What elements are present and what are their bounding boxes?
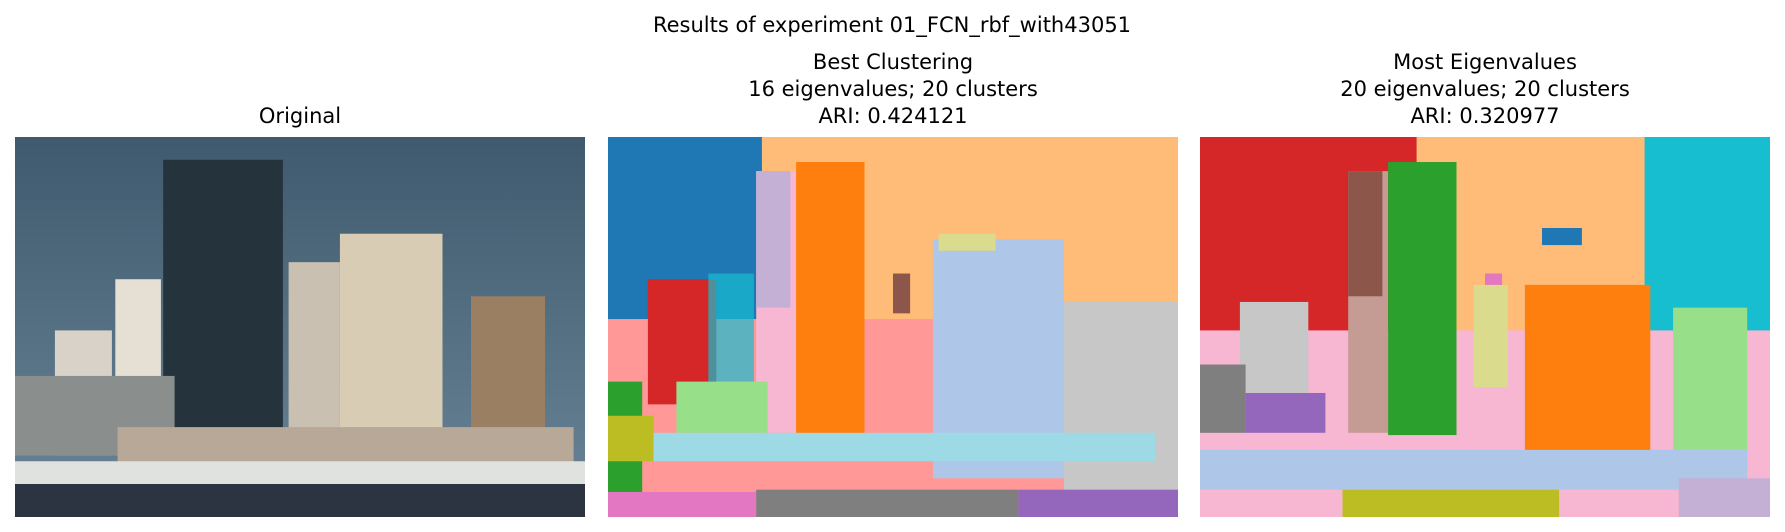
panel-title: ARI: 0.320977: [1410, 104, 1559, 128]
panel-title: 16 eigenvalues; 20 clusters: [748, 77, 1038, 101]
panel-title: Original: [259, 104, 341, 128]
panel-title: Best Clustering: [813, 50, 973, 74]
panel-title: Most Eigenvalues: [1393, 50, 1577, 74]
figure-title: Results of experiment 01_FCN_rbf_with430…: [653, 13, 1131, 38]
panel-title: ARI: 0.424121: [818, 104, 967, 128]
panel-title: 20 eigenvalues; 20 clusters: [1340, 77, 1630, 101]
most-eigenvalues-image: [1200, 137, 1770, 517]
best-clustering-image: [608, 137, 1178, 517]
original-image: [15, 137, 585, 517]
